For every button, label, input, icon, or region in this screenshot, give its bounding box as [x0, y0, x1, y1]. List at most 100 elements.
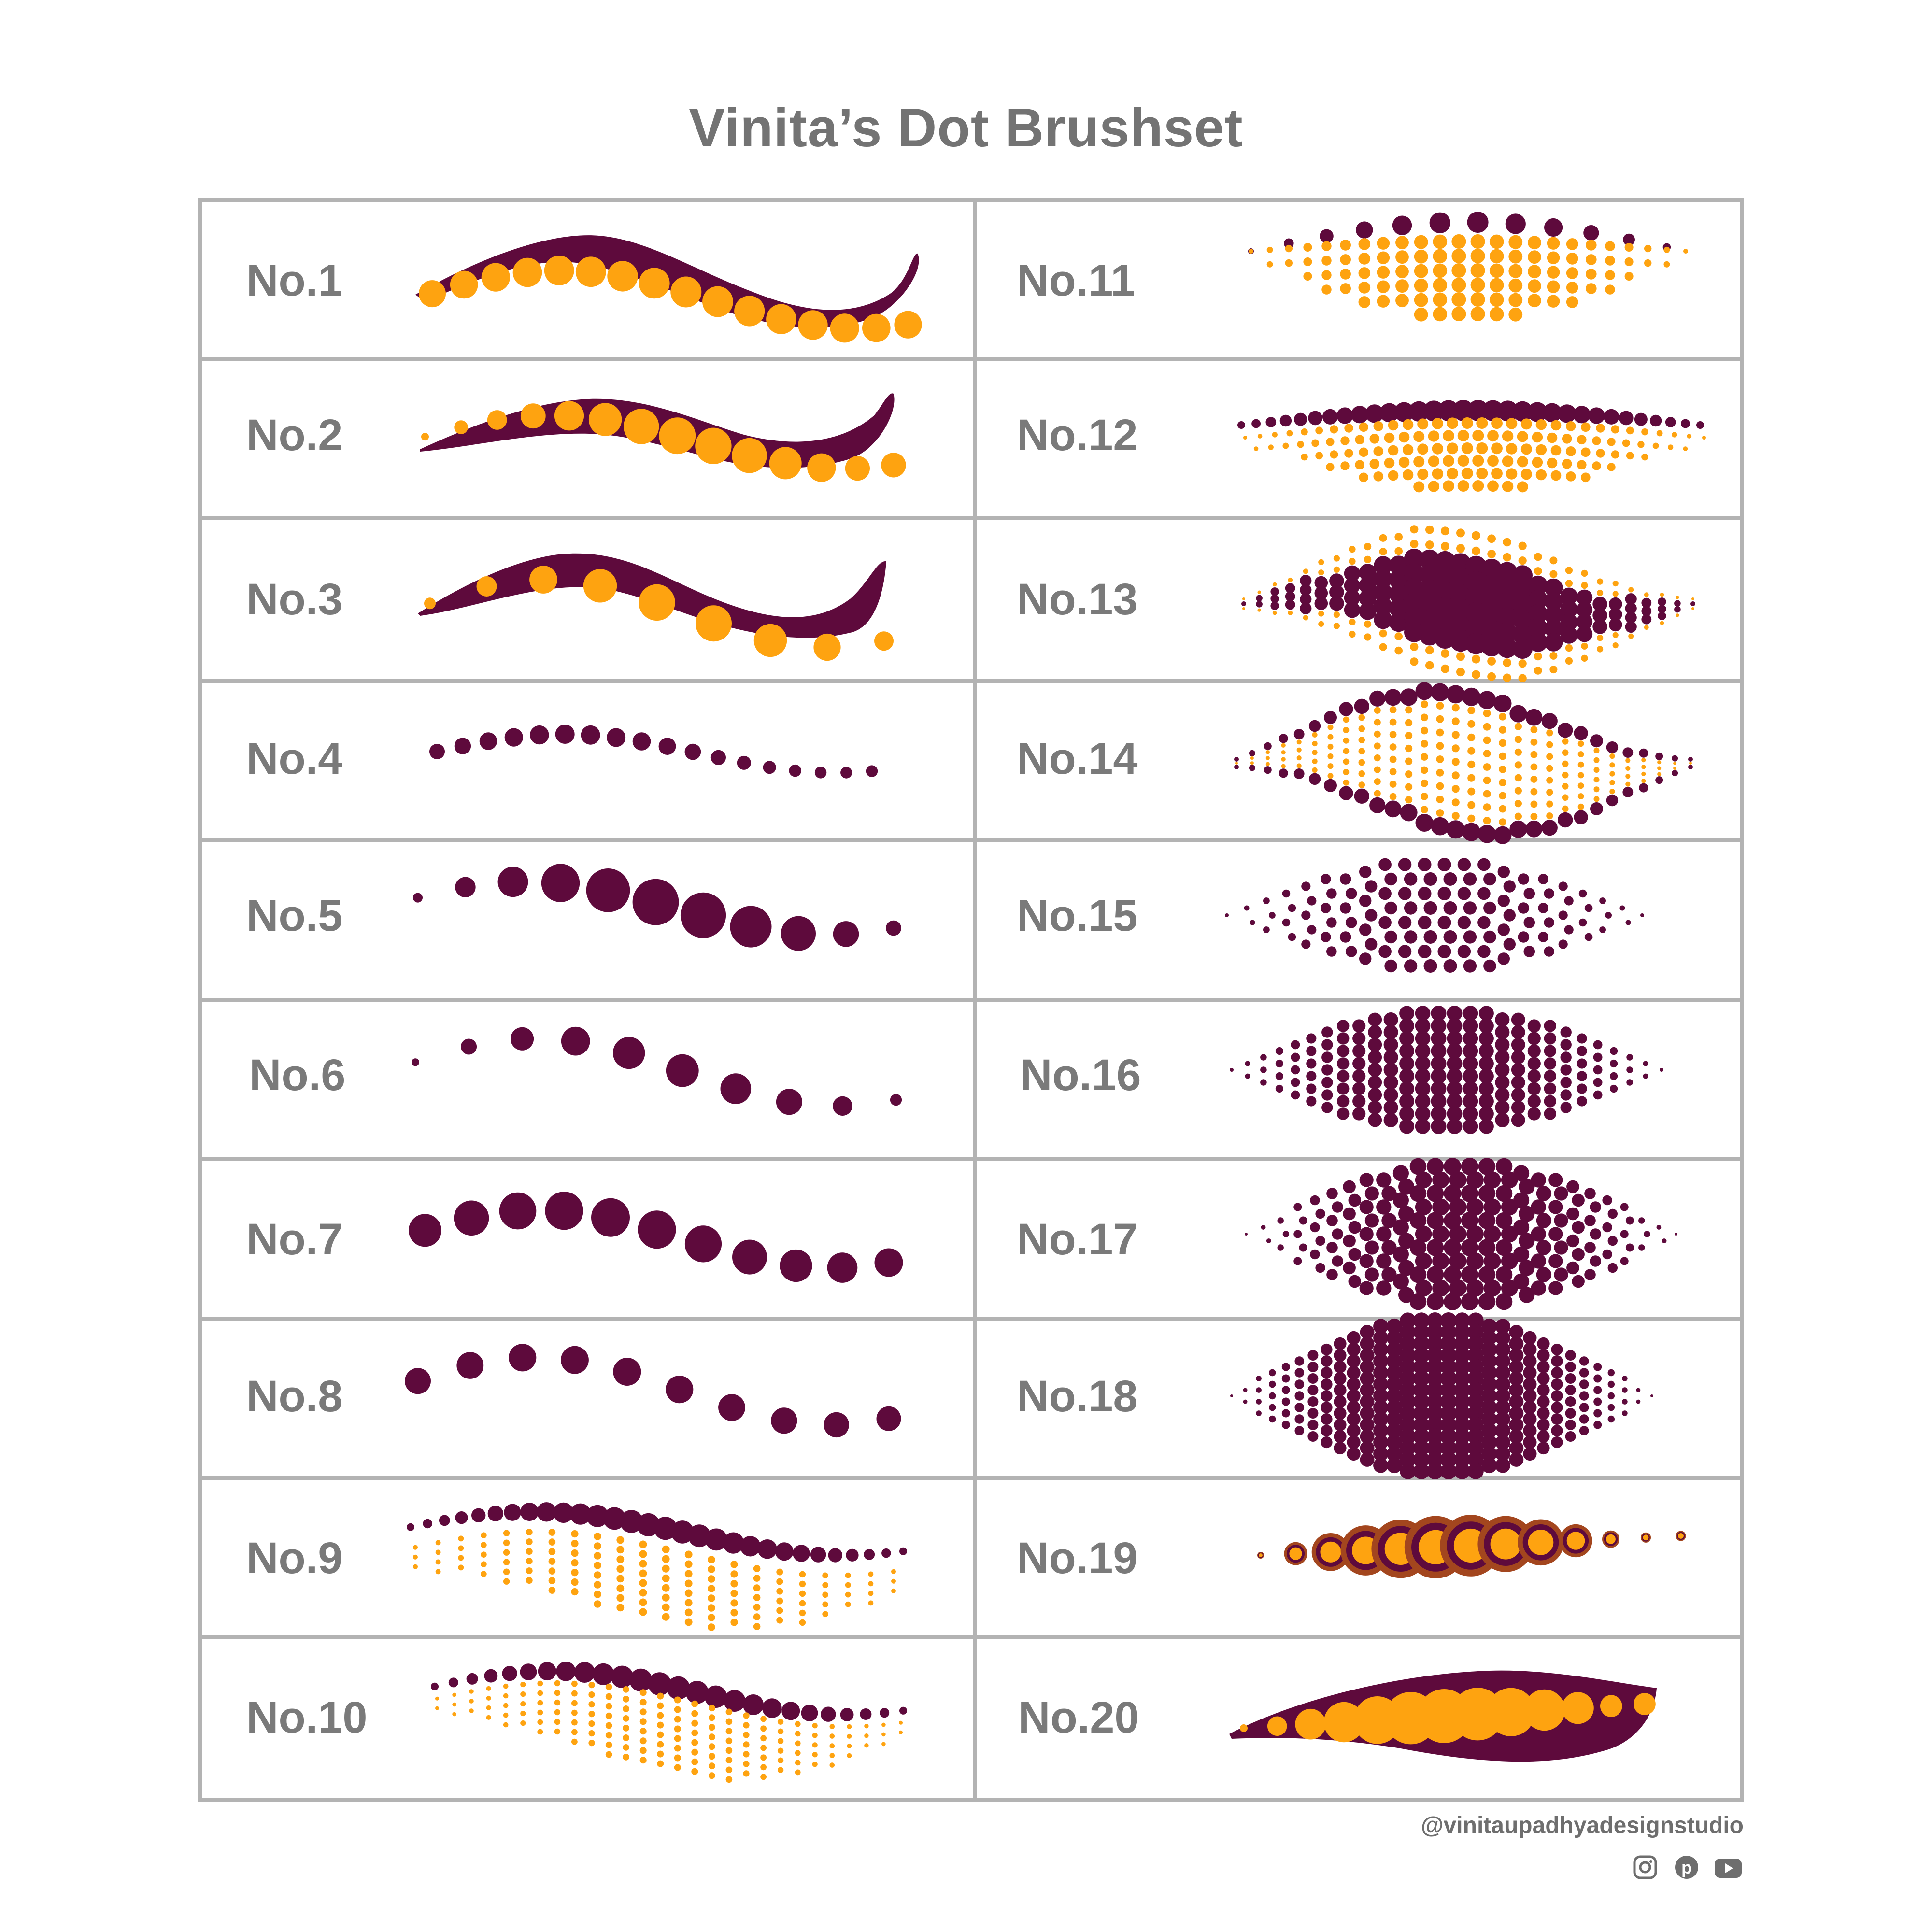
brush-12-dot	[1340, 436, 1350, 445]
brush-15-dot	[1418, 887, 1432, 900]
brush-16-dot	[1399, 1018, 1415, 1034]
brush-18-dot	[1334, 1349, 1347, 1362]
brush-17-dot	[1415, 1198, 1432, 1216]
instagram-icon[interactable]	[1633, 1855, 1657, 1879]
brush-9-dot	[520, 1503, 539, 1521]
brush-13-dot	[1333, 566, 1340, 573]
brush-15-dot	[1378, 916, 1392, 929]
brush-18-dot	[1334, 1430, 1347, 1443]
brush-10-dot	[812, 1752, 818, 1758]
brush-10-dot	[691, 1729, 698, 1736]
brush-18-dot	[1481, 1364, 1497, 1381]
brush-10-dot	[571, 1700, 578, 1706]
brush-13-dot	[1518, 659, 1527, 668]
brush-13-dot	[1560, 626, 1578, 644]
brush-11-dot	[1544, 218, 1563, 237]
brush-18-dot	[1454, 1451, 1470, 1468]
brush-18-dot	[1427, 1324, 1443, 1340]
brush-17-dot	[1513, 1246, 1530, 1263]
brush-14-dot	[1308, 773, 1321, 785]
brush-9-dot	[684, 1599, 693, 1607]
grid-divider	[198, 357, 1744, 361]
brush-18-dot	[1256, 1387, 1262, 1393]
brush-9-dot	[526, 1548, 533, 1555]
brush-10-dot	[588, 1720, 595, 1727]
brush-18-dot	[1579, 1368, 1589, 1378]
brush-18-dot	[1413, 1440, 1430, 1456]
brush-13-dot	[1364, 620, 1372, 628]
brush-13-dot	[1487, 672, 1496, 681]
brush-11-dot	[1321, 241, 1332, 251]
brush-16-dot	[1527, 1069, 1541, 1083]
brush-14-dot	[1509, 705, 1527, 723]
brush-13-dot	[1441, 542, 1449, 551]
brush-16-dot	[1478, 1031, 1494, 1046]
brush-12-dot	[1243, 436, 1247, 440]
brush-11-dot	[1624, 243, 1634, 252]
brush-15-dot	[1359, 952, 1372, 965]
brush-17-dot	[1348, 1275, 1362, 1288]
pinterest-icon[interactable]: p	[1675, 1856, 1698, 1879]
brush-17-dot	[1432, 1279, 1449, 1297]
brush-12-dot	[1472, 480, 1484, 492]
brush-13-dot	[1660, 621, 1664, 625]
brush-label-9: No.9	[246, 1534, 343, 1583]
brush-13-dot	[1285, 583, 1295, 594]
brush-15-dot	[1404, 901, 1418, 915]
studio-handle[interactable]: @vinitaupadhyadesignstudio	[1421, 1813, 1744, 1838]
brush-11-dot	[1429, 212, 1450, 233]
brush-10-dot	[629, 1668, 653, 1692]
brush-1-dot	[607, 261, 638, 292]
brush-17-dot	[1572, 1275, 1585, 1288]
brush-16-dot	[1495, 1012, 1510, 1027]
brush-13-dot	[1300, 602, 1312, 614]
brush-15-dot	[1544, 917, 1554, 928]
brush-11-dot	[1547, 251, 1560, 264]
brush-6-dot	[561, 1026, 590, 1056]
brush-9-dot	[471, 1508, 486, 1522]
grid-divider	[198, 998, 1744, 1002]
brush-17-dot	[1444, 1212, 1462, 1229]
brush-10-dot	[605, 1683, 612, 1690]
brush-13-dot	[1625, 611, 1637, 624]
brush-17-dot	[1531, 1280, 1546, 1296]
brush-11-dot	[1340, 283, 1351, 294]
brush-17-dot	[1348, 1193, 1362, 1207]
brush-10-dot	[623, 1696, 629, 1703]
svg-text:p: p	[1681, 1858, 1692, 1877]
brush-9-dot	[776, 1607, 783, 1614]
brush-18-dot	[1386, 1446, 1402, 1462]
brush-14-dot	[1312, 750, 1318, 755]
brush-15-dot	[1625, 920, 1631, 925]
brush-11-dot	[1624, 272, 1634, 281]
brush-18-dot	[1440, 1347, 1457, 1364]
brush-9-dot	[526, 1538, 533, 1546]
brush-14-dot	[1264, 742, 1272, 750]
brush-12-dot	[1279, 414, 1292, 427]
brush-15-dot	[1423, 901, 1437, 915]
brush-14-dot	[1235, 762, 1238, 765]
brush-17-dot	[1409, 1239, 1427, 1256]
brush-13-dot	[1496, 607, 1518, 628]
youtube-icon[interactable]	[1715, 1859, 1742, 1878]
brush-7-dot	[454, 1200, 489, 1236]
brush-18-dot	[1347, 1377, 1361, 1392]
brush-13-dot	[1534, 667, 1542, 675]
brush-16-dot	[1463, 1031, 1478, 1046]
brush-13-dot	[1481, 635, 1502, 657]
brush-18-dot	[1373, 1446, 1389, 1462]
brush-10-dot	[571, 1719, 578, 1726]
brush-15-dot	[1250, 920, 1255, 925]
brush-12-dot	[1626, 426, 1634, 435]
brush-14-dot	[1436, 728, 1444, 737]
brush-9-dot	[481, 1571, 487, 1577]
brush-16-dot	[1447, 1043, 1463, 1059]
brush-14-dot	[1436, 782, 1444, 790]
brush-14-dot	[1405, 757, 1413, 765]
brush-11-dot	[1451, 263, 1466, 278]
brush-13-dot	[1549, 556, 1558, 565]
brush-18-dot	[1454, 1393, 1470, 1410]
brush-17-dot	[1415, 1252, 1432, 1270]
brush-16-dot	[1577, 1033, 1587, 1044]
brush-12-dot	[1626, 452, 1634, 460]
